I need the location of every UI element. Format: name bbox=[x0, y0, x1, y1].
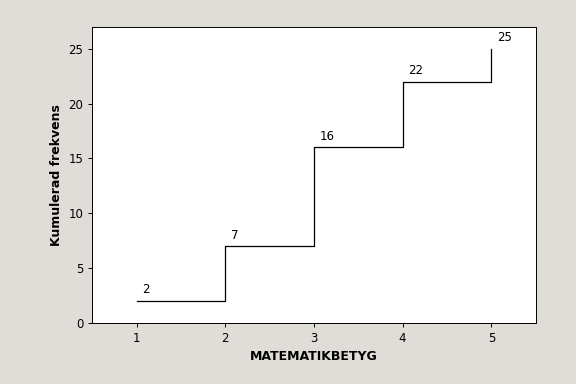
Y-axis label: Kumulerad frekvens: Kumulerad frekvens bbox=[50, 104, 63, 246]
Text: 7: 7 bbox=[230, 228, 238, 242]
Text: 22: 22 bbox=[408, 64, 423, 77]
Text: 2: 2 bbox=[142, 283, 149, 296]
Text: 25: 25 bbox=[497, 31, 511, 45]
X-axis label: MATEMATIKBETYG: MATEMATIKBETYG bbox=[250, 350, 378, 363]
Text: 16: 16 bbox=[319, 130, 334, 143]
